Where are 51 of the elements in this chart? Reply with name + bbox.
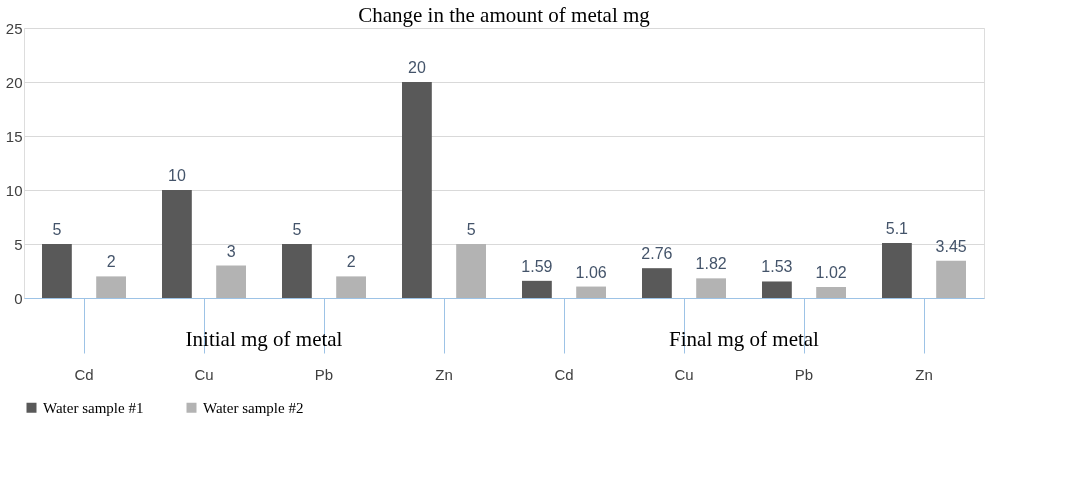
y-tick-label: 25 [5, 19, 23, 37]
bar [42, 244, 72, 298]
x-tick-label: Cu [194, 365, 214, 383]
y-tick-label: 10 [5, 181, 23, 199]
data-label: 1.06 [575, 263, 607, 281]
y-tick-label: 15 [5, 127, 23, 145]
data-label: 2 [106, 253, 116, 271]
x-tick-label: Cd [74, 365, 94, 383]
bar [96, 276, 126, 298]
data-label: 5 [52, 221, 62, 238]
x-tick-label: Pb [314, 365, 334, 383]
data-label: 2.76 [641, 245, 673, 263]
bar [522, 280, 552, 298]
data-label: 1.59 [521, 257, 553, 275]
data-label: 1.82 [695, 255, 727, 273]
x-tick-label: Zn [435, 365, 453, 383]
y-tick-label: 20 [5, 73, 23, 91]
bar [642, 268, 672, 298]
text: Initial mg of metal [185, 327, 343, 351]
bar [762, 281, 792, 298]
chart-title: Change in the amount of metal mg [358, 3, 651, 27]
bar [336, 276, 366, 298]
data-label: 5 [466, 221, 476, 238]
y-tick-label: 0 [14, 289, 23, 307]
data-label: 3 [226, 242, 236, 260]
data-label: 20 [408, 59, 426, 76]
bar [162, 190, 192, 298]
legend-label: Water sample #1 [43, 399, 144, 416]
data-label: 5 [292, 221, 302, 238]
bar [576, 286, 606, 298]
data-label: 1.02 [815, 263, 847, 281]
data-label: 2 [346, 253, 356, 271]
bar [936, 260, 966, 298]
text: Final mg of metal [669, 327, 820, 351]
data-label: 1.53 [761, 258, 793, 276]
data-label: 10 [168, 167, 186, 184]
data-label: 5.1 [885, 219, 909, 237]
x-tick-label: Cd [554, 365, 574, 383]
bar [456, 244, 486, 298]
data-label: 3.45 [935, 237, 967, 255]
bar [216, 265, 246, 298]
legend-label: Water sample #2 [203, 399, 304, 416]
x-tick-label: Cu [674, 365, 694, 383]
x-tick-label: Zn [915, 365, 933, 383]
bar [816, 286, 846, 298]
bar [402, 82, 432, 298]
bar [282, 244, 312, 298]
bar [882, 242, 912, 298]
x-tick-label: Pb [794, 365, 814, 383]
y-tick-label: 5 [14, 235, 23, 253]
bar [696, 278, 726, 298]
